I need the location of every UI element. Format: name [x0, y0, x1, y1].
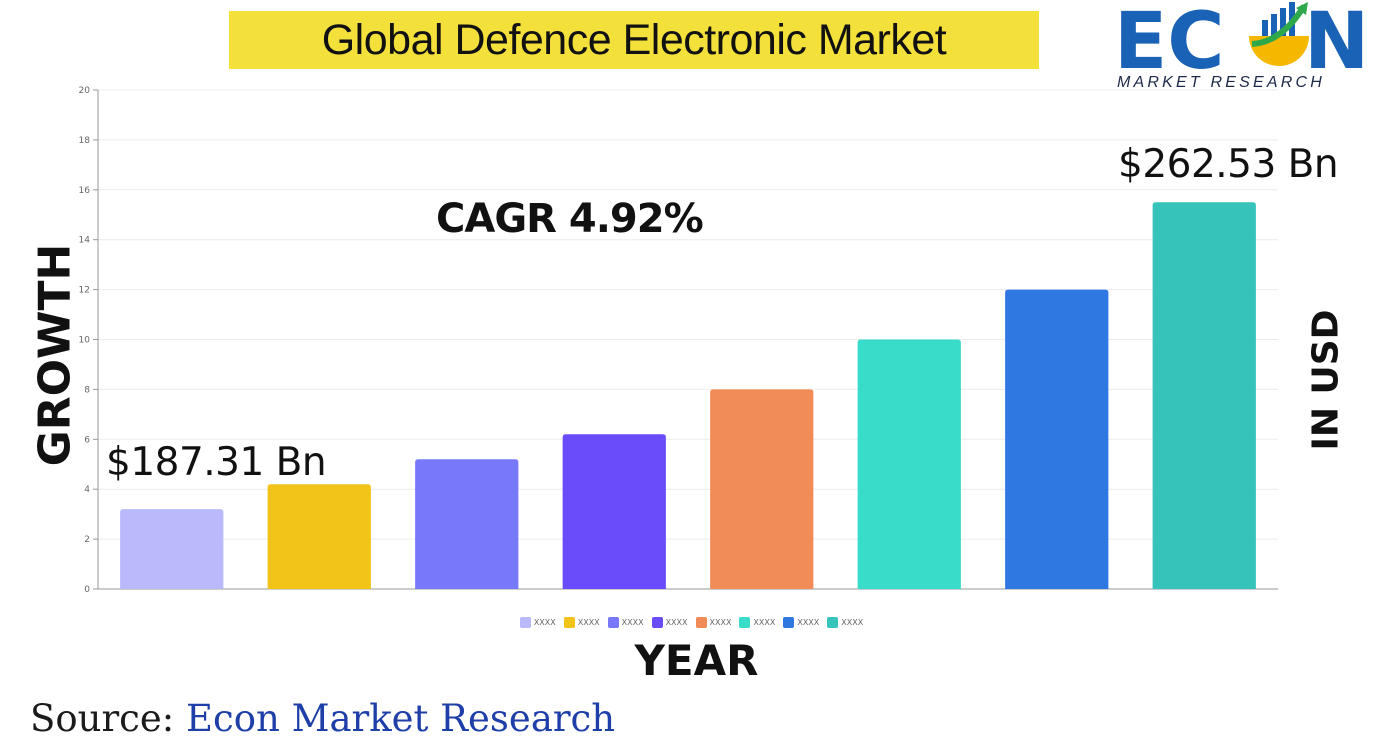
- y-tick-label: 2: [84, 535, 90, 545]
- bar-5: [710, 389, 814, 589]
- x-axis-title: YEAR: [634, 636, 759, 685]
- y-tick-label: 18: [79, 136, 91, 146]
- legend-swatch: [563, 617, 575, 628]
- legend-item: XXXX: [651, 617, 688, 628]
- logo-letter-n: N: [1304, 0, 1369, 87]
- title-banner: Global Defence Electronic Market: [229, 11, 1039, 69]
- y-axis-title-right: IN USD: [1305, 300, 1347, 460]
- bar-1: [120, 509, 224, 589]
- source-line: Source: Econ Market Research: [30, 697, 615, 740]
- y-axis-title-right-text: IN USD: [1305, 309, 1347, 451]
- legend-swatch: [695, 617, 707, 628]
- legend-item: XXXX: [739, 617, 775, 628]
- end-value-annotation: $262.53 Bn: [1118, 142, 1339, 187]
- y-tick-label: 14: [79, 236, 91, 246]
- legend-swatch: [607, 617, 619, 628]
- bar-6: [857, 339, 961, 589]
- logo-letters: EC N: [1114, 0, 1369, 87]
- y-tick-label: 10: [79, 336, 91, 346]
- bar-4: [562, 434, 666, 589]
- bars: [120, 202, 1256, 589]
- bar-2: [267, 484, 371, 589]
- start-value-annotation: $187.31 Bn: [106, 440, 327, 485]
- legend-label: XXXX: [753, 618, 776, 627]
- bar-chart: 0 2 4 6 8 10 12 14 16 18 20: [79, 86, 1278, 595]
- cagr-annotation: CAGR 4.92%: [436, 196, 704, 242]
- legend-swatch: [783, 617, 795, 628]
- econ-logo: EC N: [1114, 0, 1369, 87]
- legend-item: XXXX: [695, 617, 732, 628]
- legend-swatch: [739, 617, 751, 628]
- legend-item: XXXX: [827, 617, 863, 628]
- y-tick-label: 8: [84, 385, 90, 395]
- legend-label: XXXX: [841, 618, 864, 627]
- y-axis-title-left-text: GROWTH: [29, 243, 81, 467]
- legend-label: XXXX: [797, 618, 820, 627]
- legend-item: XXXX: [607, 617, 644, 628]
- legend-item: XXXX: [563, 617, 600, 628]
- chart-title: Global Defence Electronic Market: [321, 15, 947, 64]
- source-prefix: Source:: [30, 697, 186, 740]
- y-tick-label: 20: [79, 86, 91, 96]
- legend-swatch: [827, 617, 839, 628]
- legend-label: XXXX: [577, 618, 600, 627]
- y-axis-title-left: GROWTH: [30, 230, 81, 480]
- legend-swatch: [651, 617, 663, 628]
- legend-label: XXXX: [533, 618, 556, 627]
- legend-label: XXXX: [665, 618, 688, 627]
- logo-chart-icon: [1249, 2, 1309, 66]
- bar-8: [1152, 202, 1256, 589]
- logo-letters-ec: EC: [1114, 0, 1225, 87]
- legend-item: XXXX: [519, 617, 556, 628]
- legend-swatch: [519, 617, 531, 628]
- y-tick-label: 12: [79, 286, 90, 296]
- bar-3: [415, 459, 519, 589]
- source-name: Econ Market Research: [186, 697, 616, 740]
- chart-legend: XXXX XXXX XXXX XXXX XXXX XXXX XXXX XXXX: [0, 617, 1383, 628]
- bar-7: [1005, 289, 1109, 589]
- y-tick-label: 6: [84, 435, 90, 445]
- y-tick-label: 16: [79, 186, 91, 196]
- legend-label: XXXX: [621, 618, 644, 627]
- legend-label: XXXX: [709, 618, 732, 627]
- y-tick-label: 0: [84, 585, 90, 595]
- logo-subtitle: MARKET RESEARCH: [1117, 74, 1326, 91]
- legend-item: XXXX: [783, 617, 819, 628]
- y-tick-label: 4: [84, 485, 90, 495]
